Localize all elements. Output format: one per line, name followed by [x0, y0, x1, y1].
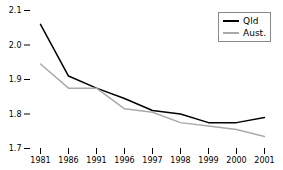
- html-text:Qld: Qld: [243, 16, 259, 26]
- svg-text:1.7: 1.7: [9, 144, 22, 153]
- svg-text:1.9: 1.9: [9, 75, 22, 84]
- svg-text:1996: 1996: [114, 156, 134, 165]
- svg-text:1991: 1991: [86, 156, 106, 165]
- svg-text:1999: 1999: [198, 156, 218, 165]
- svg-text:2.1: 2.1: [9, 6, 22, 15]
- svg-text:1998: 1998: [170, 156, 190, 165]
- svg-text:2001: 2001: [254, 156, 274, 165]
- svg-text:2.0: 2.0: [9, 41, 22, 50]
- svg-text:1981: 1981: [30, 156, 50, 165]
- svg-text:2000: 2000: [226, 156, 246, 165]
- svg-text:1986: 1986: [58, 156, 78, 165]
- html-text:Aust.: Aust.: [243, 28, 266, 38]
- svg-text:1997: 1997: [142, 156, 162, 165]
- svg-text:1.8: 1.8: [9, 110, 22, 119]
